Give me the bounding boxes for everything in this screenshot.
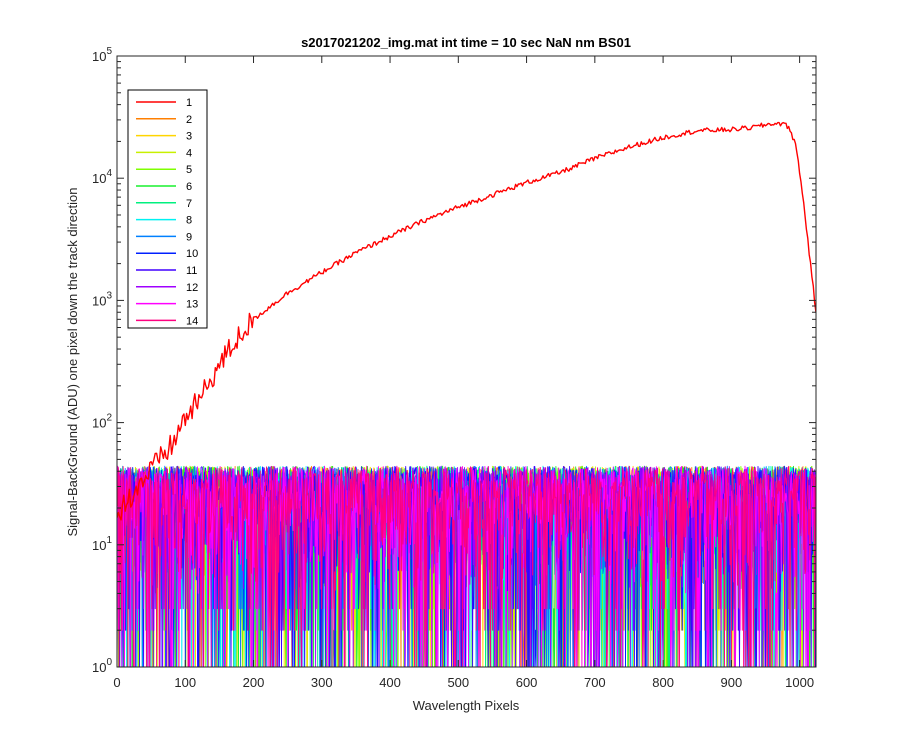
y-tick-label: 100: [92, 657, 112, 675]
axes-layer: 0 100 200 300 400 500 600 700 800 900 100010010110…: [92, 46, 817, 690]
y-tick-label: 102: [92, 413, 112, 431]
x-tick-label: 600: [516, 675, 538, 690]
legend-label-2: 2: [186, 114, 192, 126]
series-layer: [117, 121, 816, 667]
legend-label-5: 5: [186, 164, 192, 176]
y-axis-label: Signal-BackGround (ADU) one pixel down t…: [65, 187, 80, 536]
legend-label-6: 6: [186, 181, 192, 193]
legend-box: [127, 89, 208, 329]
legend-label-11: 11: [186, 265, 197, 277]
series-1-line: [117, 121, 816, 521]
x-tick-label: 700: [584, 675, 606, 690]
x-tick-label: 300: [311, 675, 333, 690]
x-tick-label: 100: [174, 675, 196, 690]
legend-label-8: 8: [186, 215, 192, 227]
axes-box: [116, 55, 817, 668]
legend-label-7: 7: [186, 198, 192, 210]
legend-label-13: 13: [186, 299, 198, 311]
legend-label-9: 9: [186, 231, 192, 243]
chart-title: s2017021202_img.mat int time = 10 sec Na…: [301, 35, 631, 50]
y-tick-label: 105: [92, 46, 112, 64]
x-tick-label: 800: [652, 675, 674, 690]
legend-label-3: 3: [186, 131, 192, 143]
x-tick-label: 500: [447, 675, 469, 690]
x-tick-label: 1000: [785, 675, 814, 690]
legend-label-4: 4: [186, 147, 192, 159]
x-tick-label: 200: [243, 675, 265, 690]
x-tick-label: 400: [379, 675, 401, 690]
legend-label-14: 14: [186, 315, 198, 327]
y-tick-label: 103: [92, 290, 112, 308]
x-tick-label: 0: [113, 675, 120, 690]
y-tick-label: 104: [92, 168, 112, 186]
x-axis-label: Wavelength Pixels: [413, 698, 520, 713]
legend-label-12: 12: [186, 282, 198, 294]
x-tick-label: 900: [721, 675, 743, 690]
legend-label-10: 10: [186, 248, 198, 260]
y-tick-label: 101: [92, 535, 112, 553]
legend-label-1: 1: [186, 97, 192, 109]
series-14-line: [117, 465, 816, 667]
